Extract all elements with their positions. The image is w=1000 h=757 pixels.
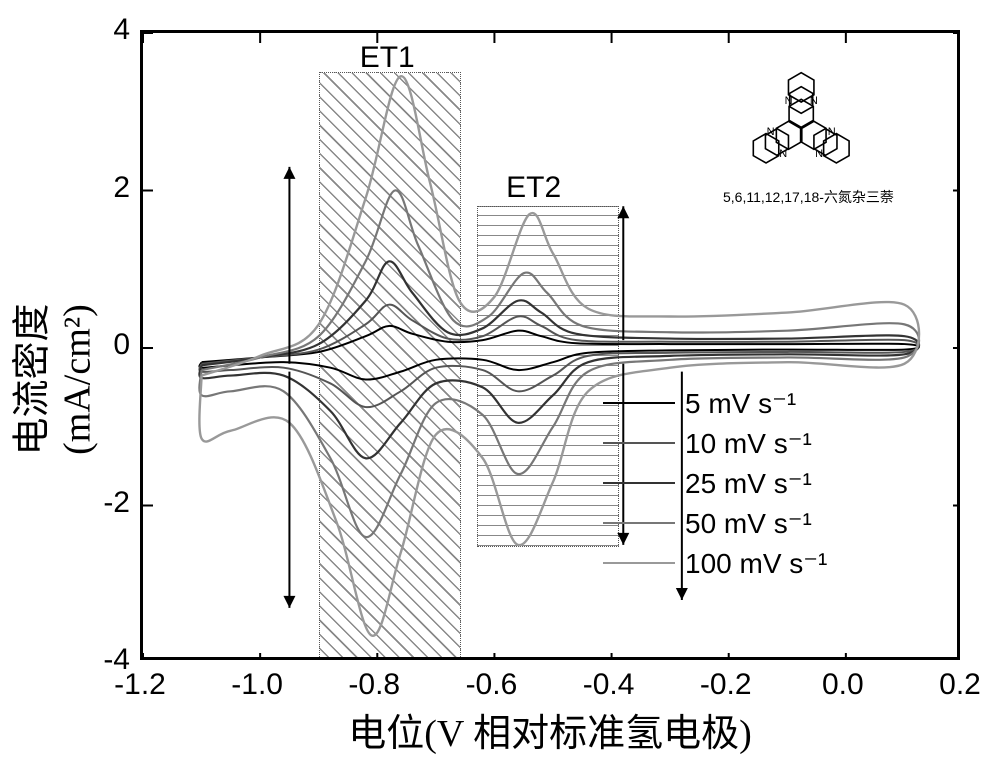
growth-arrow: [617, 206, 629, 340]
x-tick-label: -0.4: [574, 668, 644, 702]
x-tick-label: -1.0: [222, 668, 292, 702]
x-tick-label: -0.2: [691, 668, 761, 702]
cv-figure: 电流密度(mA/cm²) -4-2024 ET1 ET2 NNNNNN 5,6,…: [0, 0, 1000, 749]
svg-text:N: N: [810, 95, 818, 107]
legend: 5 mV s⁻¹10 mV s⁻¹25 mV s⁻¹50 mV s⁻¹100 m…: [603, 383, 827, 583]
y-tick-label: -2: [80, 486, 130, 520]
y-tick-label: 4: [80, 13, 130, 47]
x-tick-label: 0.2: [925, 668, 995, 702]
growth-arrow: [283, 167, 295, 364]
legend-item: 10 mV s⁻¹: [603, 423, 827, 463]
et2-label: ET2: [506, 171, 561, 205]
legend-item: 50 mV s⁻¹: [603, 503, 827, 543]
legend-item: 5 mV s⁻¹: [603, 383, 827, 423]
y-axis-label: 电流密度(mA/cm²): [1, 230, 100, 530]
legend-item: 25 mV s⁻¹: [603, 463, 827, 503]
growth-arrow: [283, 372, 295, 608]
x-tick-label: -1.2: [105, 668, 175, 702]
x-tick-label: -0.6: [456, 668, 526, 702]
molecule-caption: 5,6,11,12,17,18-六氮杂三萘: [723, 187, 894, 207]
y-tick-label: 0: [80, 328, 130, 362]
plot-area: ET1 ET2 NNNNNN 5,6,11,12,17,18-六氮杂三萘 5 m…: [140, 30, 960, 660]
et1-label: ET1: [360, 41, 415, 75]
svg-text:N: N: [815, 148, 823, 160]
svg-text:N: N: [828, 126, 836, 138]
legend-item: 100 mV s⁻¹: [603, 543, 827, 583]
svg-text:N: N: [779, 148, 787, 160]
svg-text:N: N: [785, 95, 793, 107]
x-tick-label: -0.8: [339, 668, 409, 702]
y-tick-label: 2: [80, 171, 130, 205]
svg-text:N: N: [767, 126, 775, 138]
molecule-structure-inset: NNNNNN: [713, 51, 923, 191]
x-tick-label: 0.0: [808, 668, 878, 702]
